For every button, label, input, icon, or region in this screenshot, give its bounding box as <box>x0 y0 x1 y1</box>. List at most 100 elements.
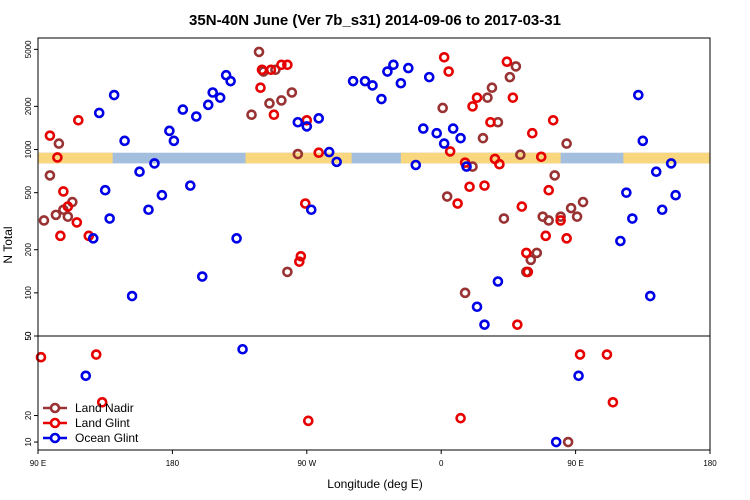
ocean-glint-point <box>621 187 632 198</box>
land-nadir-point <box>459 287 471 299</box>
ocean-glint-point <box>93 107 105 119</box>
ocean-glint-point <box>225 75 236 87</box>
ocean-glint-point <box>202 99 214 111</box>
land-glint-point <box>516 201 528 212</box>
y-tick-label: 200 <box>24 242 33 256</box>
legend-label-land-glint: Land Glint <box>75 416 130 430</box>
plot-frame <box>37 37 711 451</box>
ocean-glint-point <box>627 213 638 224</box>
land-glint-point <box>479 180 490 191</box>
ocean-glint-point <box>207 87 219 98</box>
land-nadir-point <box>38 215 50 226</box>
ocean-glint-point <box>156 189 168 201</box>
ocean-glint-point <box>305 204 317 216</box>
ocean-glint-point <box>87 233 99 244</box>
land-glint-point <box>62 201 74 212</box>
land-glint-point-lower <box>601 349 613 360</box>
ocean-glint-point <box>164 125 175 137</box>
ocean-glint-point <box>301 121 313 132</box>
ocean-glint-point <box>214 92 226 103</box>
ocean-glint-point <box>99 184 111 196</box>
ocean-glint-point-lower <box>80 370 92 382</box>
ocean-glint-point <box>395 77 407 89</box>
ocean-glint-point <box>382 66 393 77</box>
ocean-glint-point <box>438 138 450 149</box>
ocean-glint-point <box>423 71 435 83</box>
ocean-glint-point <box>461 161 472 172</box>
ocean-glint-point <box>637 135 649 147</box>
ocean-glint-point-lower <box>573 370 584 382</box>
land-nadir-point <box>571 211 583 222</box>
legend-marker-land-glint <box>49 417 61 429</box>
ocean-glint-point-lower <box>550 436 562 448</box>
land-glint-point <box>540 230 552 242</box>
legend-label-ocean-glint: Ocean Glint <box>75 431 139 445</box>
ocean-glint-point <box>292 116 304 128</box>
ocean-glint-point <box>190 111 202 122</box>
land-glint-point-lower <box>35 351 47 363</box>
y-tick-label: 20 <box>24 411 33 420</box>
land-nadir-point <box>525 254 537 266</box>
ocean-glint-point <box>119 135 130 147</box>
land-nadir-point <box>498 213 510 224</box>
ocean-glint-point <box>417 123 429 134</box>
x-axis-label: Longitude (deg E) <box>327 477 422 491</box>
land-nadir-point-lower <box>562 436 574 448</box>
legend-marker-ocean-glint <box>49 432 61 444</box>
land-nadir-point <box>561 138 572 149</box>
ocean-glint-point <box>134 166 145 178</box>
land-nadir-point <box>62 211 74 222</box>
land-nadir-point <box>276 95 287 106</box>
land-glint-point <box>44 130 56 141</box>
land-nadir-point <box>486 82 498 94</box>
land-glint-point-lower <box>574 349 586 360</box>
land-nadir-point <box>565 202 577 214</box>
ocean-glint-point <box>359 75 371 87</box>
land-nadir-point <box>292 148 304 160</box>
ocean-glint-point <box>104 213 115 224</box>
land-nadir-point <box>515 149 526 161</box>
land-glint-point <box>535 151 547 163</box>
ocean-glint-point-lower <box>237 343 248 355</box>
land-nadir-point <box>286 87 298 98</box>
land-glint-point <box>471 92 483 103</box>
ocean-glint-point <box>665 158 677 169</box>
land-nadir-point <box>482 92 493 103</box>
land-glint-point <box>73 114 84 126</box>
land-nadir-point <box>477 132 489 144</box>
land-glint-point <box>485 116 496 128</box>
land-glint-point <box>58 186 69 197</box>
land-band-segment <box>623 152 710 164</box>
ocean-glint-point <box>447 123 459 134</box>
land-glint-point <box>55 230 66 242</box>
x-tick-label: 180 <box>703 459 717 468</box>
land-glint-point <box>295 250 307 262</box>
ocean-glint-point <box>644 290 656 302</box>
land-nadir-point <box>282 266 293 278</box>
ocean-glint-point <box>323 146 335 158</box>
ocean-glint-point <box>479 319 490 330</box>
ocean-glint-point <box>313 113 325 124</box>
ocean-glint-point <box>670 189 681 201</box>
y-tick-label: 100 <box>24 286 33 300</box>
ocean-glint-point <box>367 80 378 91</box>
land-band-segment <box>38 152 113 164</box>
land-glint-point <box>464 181 475 193</box>
land-glint-point <box>276 59 287 71</box>
ocean-glint-point <box>410 159 422 171</box>
land-glint-point-lower <box>455 412 466 424</box>
land-glint-point <box>300 198 311 209</box>
land-glint-point <box>71 217 83 228</box>
land-glint-point <box>543 184 555 196</box>
land-glint-point <box>547 114 559 126</box>
land-nadir-point <box>53 138 65 149</box>
ocean-glint-point <box>615 235 626 247</box>
ocean-glint-point <box>431 127 443 139</box>
y-tick-label: 50 <box>24 331 33 340</box>
land-glint-point-lower <box>302 415 314 427</box>
ocean-glint-point <box>108 89 120 101</box>
y-tick-label: 1000 <box>24 140 33 158</box>
x-tick-label: 180 <box>166 459 180 468</box>
ocean-band <box>38 152 710 164</box>
